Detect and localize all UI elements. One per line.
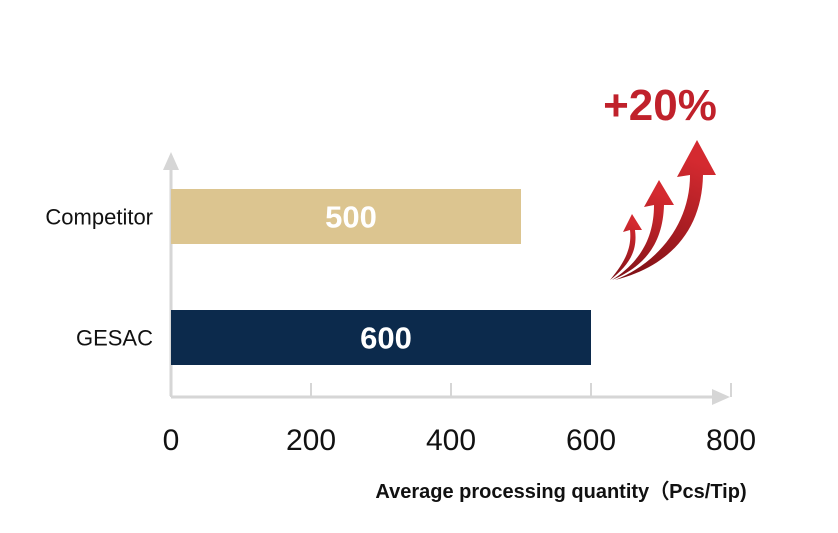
bars: 500 600	[171, 189, 591, 365]
x-tick-label: 600	[566, 424, 616, 457]
growth-annotation: +20%	[603, 81, 717, 130]
x-tick-label: 0	[163, 424, 180, 457]
x-tick-label: 800	[706, 424, 756, 457]
x-tick-label: 400	[426, 424, 476, 457]
rising-arrows-icon	[610, 140, 716, 280]
x-axis-label: Average processing quantity（Pcs/Tip)	[375, 480, 746, 503]
x-axis	[171, 389, 730, 405]
bar-competitor	[171, 189, 521, 244]
x-axis-arrowhead	[712, 389, 730, 405]
y-axis-arrowhead	[163, 152, 179, 170]
data-label-competitor: 500	[325, 200, 377, 235]
bar-gesac	[171, 310, 591, 365]
data-label-gesac: 600	[360, 321, 412, 356]
x-tick-label: 200	[286, 424, 336, 457]
x-axis-ticks	[170, 383, 732, 397]
category-label-competitor: Competitor	[45, 205, 153, 230]
tick-labels: 0 200 400 600 800	[163, 424, 756, 457]
category-labels: Competitor GESAC	[45, 205, 153, 351]
category-label-gesac: GESAC	[76, 326, 153, 351]
